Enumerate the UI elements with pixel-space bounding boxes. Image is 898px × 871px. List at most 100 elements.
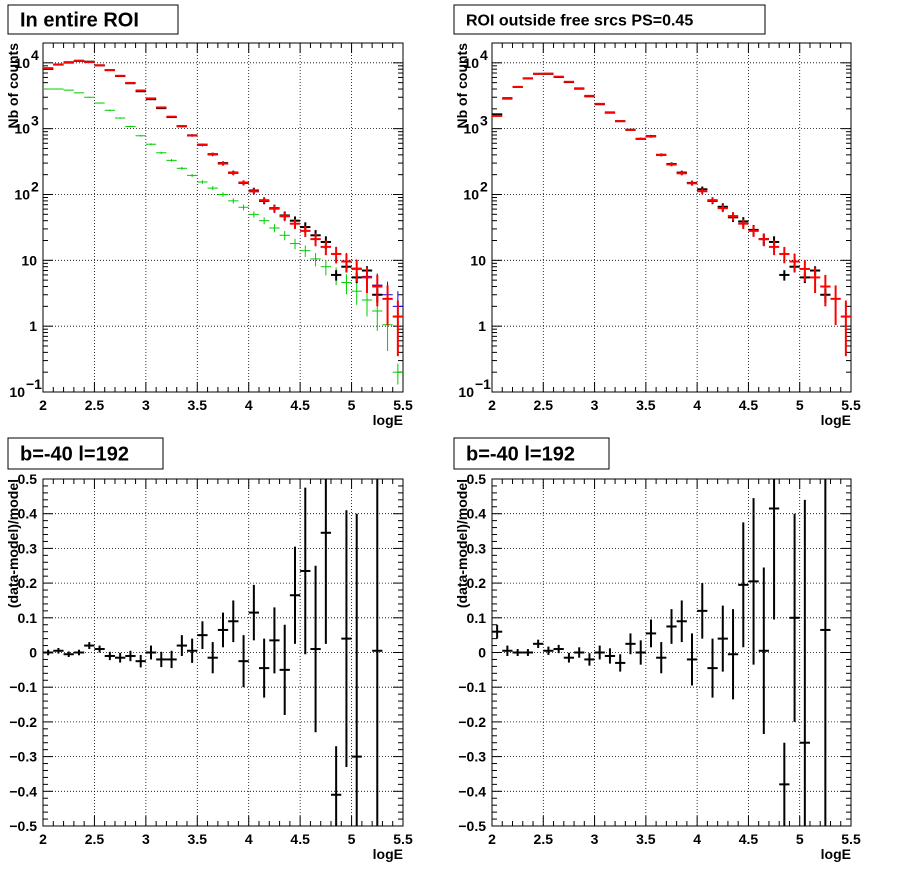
chart-panel-2: ROI outside free srcs PS=0.45 2 2.5 3 3.5 4 4.… [453, 4, 861, 428]
y-axis-label: (data-model)/model [454, 479, 470, 608]
x-axis-label: logE [821, 846, 851, 862]
data-point [259, 197, 270, 204]
data-point [361, 267, 373, 293]
data-point [820, 479, 831, 826]
data-point [512, 85, 523, 88]
y-tick-label: 1 [29, 318, 37, 334]
y-tick-exponent: 2 [480, 178, 488, 194]
data-point [279, 231, 290, 241]
data-point [768, 479, 780, 620]
x-axis-label: logE [373, 846, 403, 862]
data-point [156, 106, 167, 109]
x-tick-label: 3 [591, 397, 599, 413]
data-point [228, 171, 239, 176]
data-point [125, 81, 136, 84]
data-point [238, 635, 249, 688]
data-point [289, 219, 301, 230]
data-point [94, 645, 105, 653]
data-point [53, 88, 64, 90]
y-tick-label: 10 [463, 121, 479, 137]
data-point [104, 69, 115, 72]
x-tick-label: 2.5 [534, 831, 554, 847]
data-point [533, 72, 544, 75]
data-point [372, 479, 383, 826]
x-tick-label: 5.5 [393, 831, 413, 847]
data-point [269, 224, 280, 233]
x-tick-label: 4 [693, 831, 701, 847]
data-point [248, 584, 259, 641]
data-point [758, 567, 769, 735]
data-point [84, 61, 95, 64]
data-point [125, 650, 136, 662]
data-series-2 [43, 88, 403, 385]
data-point [779, 270, 790, 281]
data-point [176, 635, 187, 656]
data-point [341, 253, 352, 273]
data-point [553, 75, 564, 78]
y-tick-label: 10 [14, 121, 30, 137]
y-tick-label: 0.4 [467, 506, 487, 522]
y-axis-label: Nb of counts [454, 43, 470, 129]
y-tick-label: 0.1 [467, 610, 487, 626]
y-tick-label: −0.3 [9, 749, 37, 765]
x-tick-label: 4 [245, 831, 253, 847]
data-point [156, 151, 167, 154]
data-point [707, 197, 718, 204]
data-point [625, 633, 636, 655]
x-tick-label: 2 [488, 831, 496, 847]
y-tick-label: 0.3 [467, 540, 487, 556]
data-point [615, 120, 626, 123]
y-tick-label: 10 [14, 55, 30, 71]
data-point [331, 746, 342, 826]
y-tick-exponent: 3 [31, 113, 39, 129]
y-tick-label: 10 [14, 186, 30, 202]
data-point [382, 285, 393, 326]
data-point [840, 300, 851, 357]
data-point [94, 64, 105, 67]
data-series-2 [492, 72, 851, 357]
data-point [166, 115, 177, 118]
data-point [727, 212, 739, 221]
data-point [604, 648, 616, 664]
data-point [635, 640, 646, 665]
data-point [768, 240, 780, 256]
data-point [809, 267, 821, 293]
y-tick-label: 0.2 [467, 575, 487, 591]
data-series-4 [43, 59, 403, 357]
data-point [563, 652, 575, 663]
y-tick-exponent: 2 [31, 178, 39, 194]
x-tick-label: 5 [796, 397, 804, 413]
chart-title: b=-40 l=192 [466, 444, 575, 466]
data-point [310, 233, 321, 247]
y-tick-label: −0.2 [458, 714, 486, 730]
x-tick-label: 3.5 [188, 831, 208, 847]
data-point [666, 609, 677, 644]
data-point [310, 253, 321, 267]
data-point [43, 649, 54, 656]
data-point [43, 67, 54, 70]
data-point [351, 281, 362, 305]
data-point [269, 205, 280, 213]
data-point [361, 289, 373, 317]
x-axis-label: logE [821, 412, 851, 428]
y-tick-label: 0.1 [18, 610, 38, 626]
data-point [310, 565, 321, 733]
data-point [166, 159, 177, 162]
data-point [320, 240, 331, 256]
data-point [94, 102, 105, 104]
x-tick-label: 2 [39, 831, 47, 847]
x-tick-label: 2.5 [85, 397, 105, 413]
data-point [686, 181, 698, 186]
data-point [228, 198, 239, 204]
x-tick-label: 3.5 [188, 397, 208, 413]
data-point [187, 173, 198, 178]
data-point [492, 624, 503, 639]
chart-title: In entire ROI [20, 10, 139, 32]
data-point [656, 642, 667, 674]
x-tick-label: 4 [693, 397, 701, 413]
data-point [187, 134, 198, 137]
data-point [238, 180, 249, 185]
x-tick-label: 4.5 [739, 831, 759, 847]
